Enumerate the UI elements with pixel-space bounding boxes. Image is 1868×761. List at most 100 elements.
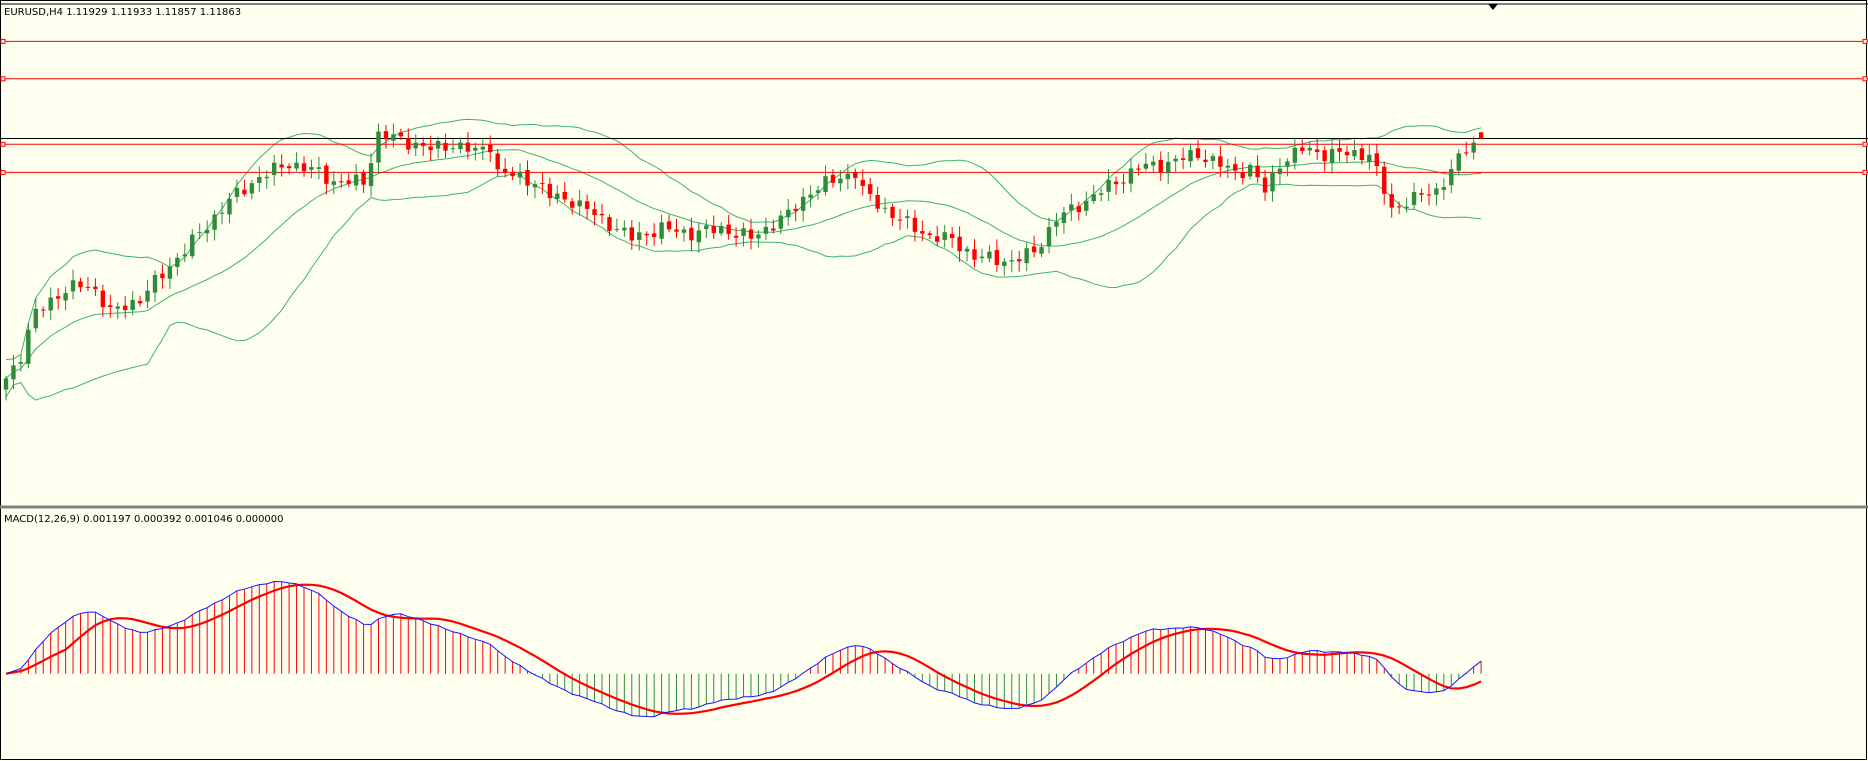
- candle: [741, 222, 746, 247]
- candle: [473, 142, 478, 161]
- candle: [145, 279, 150, 309]
- macd-pane: MACD(12,26,9) 0.001197 0.000392 0.001046…: [4, 514, 1482, 718]
- level-handle[interactable]: [0, 169, 6, 175]
- candle: [1069, 193, 1074, 221]
- candle: [704, 219, 709, 238]
- candle: [55, 288, 61, 310]
- candle: [1322, 146, 1327, 172]
- candle: [1151, 155, 1156, 172]
- level-handle[interactable]: [0, 76, 6, 82]
- candle: [182, 243, 187, 262]
- candle: [972, 239, 977, 268]
- candle: [659, 214, 664, 245]
- candle: [607, 214, 612, 237]
- candle: [33, 298, 38, 333]
- candle: [1106, 169, 1111, 202]
- candle: [927, 230, 932, 240]
- candle: [309, 159, 314, 179]
- candle: [331, 171, 336, 195]
- candle: [771, 219, 776, 234]
- candle: [234, 179, 240, 203]
- candle: [197, 223, 202, 240]
- candle: [964, 245, 970, 262]
- candle: [41, 306, 46, 318]
- candle: [1471, 136, 1476, 160]
- candle: [1359, 144, 1365, 165]
- candle: [108, 294, 113, 318]
- candle: [249, 179, 255, 200]
- candle: [428, 135, 433, 161]
- candle: [85, 277, 91, 291]
- level-handle[interactable]: [0, 141, 6, 147]
- candle: [339, 173, 344, 189]
- candle: [592, 201, 597, 226]
- candle: [1009, 250, 1014, 273]
- candle: [406, 128, 411, 155]
- candle: [793, 203, 798, 222]
- candle: [599, 203, 605, 224]
- candle: [584, 194, 590, 220]
- candle: [227, 192, 232, 224]
- candle: [324, 163, 329, 195]
- candle: [838, 170, 843, 192]
- candles: [3, 123, 1484, 401]
- candle: [1188, 143, 1193, 168]
- candle: [1098, 188, 1104, 202]
- candle: [651, 223, 657, 246]
- candle: [383, 124, 389, 149]
- candle: [912, 210, 918, 242]
- level-handle[interactable]: [1862, 38, 1868, 44]
- candle: [115, 302, 120, 319]
- candle: [1054, 212, 1059, 237]
- candle: [1143, 153, 1149, 172]
- candle: [815, 185, 821, 200]
- candle: [614, 218, 620, 233]
- candle: [510, 166, 515, 181]
- candle: [257, 166, 262, 192]
- candle: [823, 165, 828, 196]
- level-handle[interactable]: [1862, 169, 1868, 175]
- candle: [1039, 242, 1044, 258]
- candle: [1352, 139, 1357, 161]
- candle: [1121, 173, 1126, 194]
- candle: [1344, 145, 1350, 163]
- candle: [622, 220, 627, 237]
- candle: [279, 154, 284, 177]
- candle: [1441, 178, 1447, 201]
- candle: [160, 264, 165, 289]
- candle: [711, 215, 716, 240]
- candle: [1419, 188, 1424, 203]
- candle: [376, 123, 381, 174]
- level-handle[interactable]: [1862, 76, 1868, 82]
- shift-marker-icon[interactable]: [1488, 4, 1498, 10]
- candle: [391, 123, 396, 148]
- candle: [1076, 201, 1081, 221]
- candle: [1389, 183, 1394, 218]
- candle: [346, 173, 351, 188]
- candle: [301, 156, 307, 177]
- candle: [525, 160, 530, 196]
- level-handle[interactable]: [1862, 141, 1868, 147]
- candle: [517, 163, 523, 185]
- candle: [63, 286, 68, 311]
- candle: [570, 198, 575, 215]
- candle: [756, 229, 761, 248]
- candle: [905, 209, 910, 229]
- candle: [562, 181, 567, 203]
- candle: [1136, 164, 1141, 176]
- candle: [137, 295, 143, 307]
- candle: [1195, 140, 1201, 161]
- main-pane: EURUSD,H4 1.11929 1.11933 1.11857 1.1186…: [0, 7, 1868, 401]
- candle: [152, 270, 158, 302]
- candle: [674, 218, 679, 238]
- candle: [480, 137, 485, 161]
- candle: [443, 133, 448, 159]
- candle: [696, 222, 702, 253]
- candle: [26, 322, 31, 369]
- level-handle[interactable]: [0, 38, 6, 44]
- candle: [212, 210, 217, 241]
- candle: [949, 226, 955, 248]
- candle: [1464, 141, 1469, 157]
- candle: [1262, 169, 1268, 201]
